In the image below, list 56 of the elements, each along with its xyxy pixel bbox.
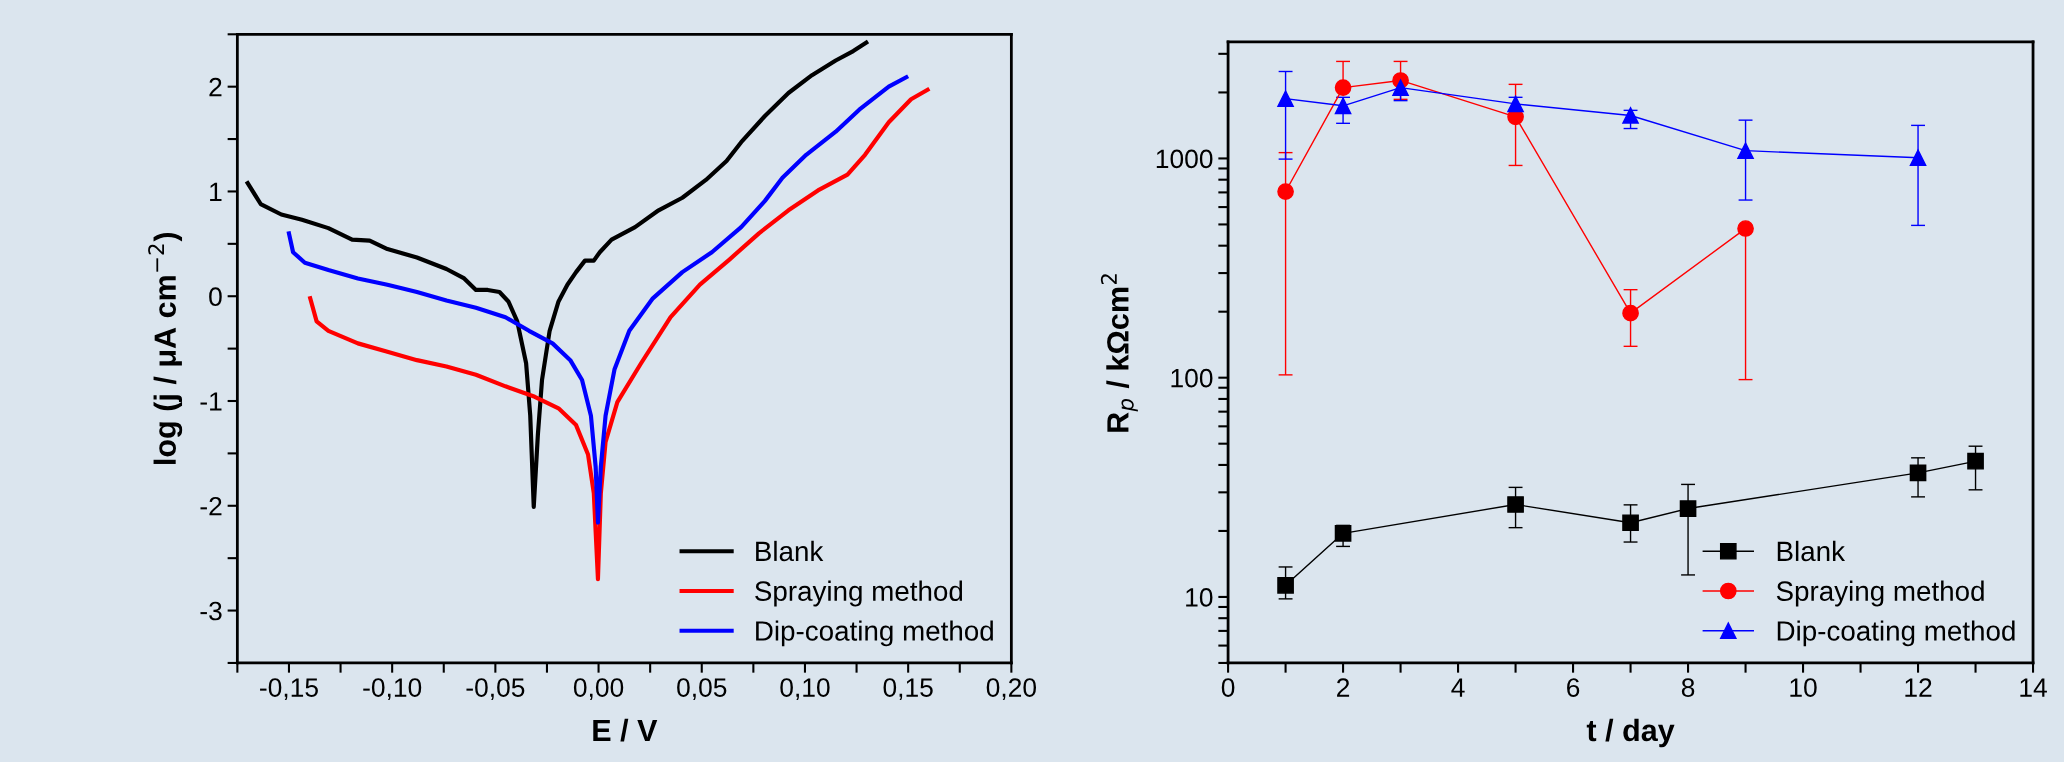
x-tick-label: 8 — [1681, 678, 1695, 697]
line-series — [245, 40, 869, 509]
x-tick-label: -0,15 — [260, 678, 318, 701]
x-tick-label: 12 — [1905, 678, 1932, 697]
y-tick-label: 0 — [209, 287, 222, 307]
x-tick-label: 0,00 — [573, 678, 624, 701]
point — [1277, 183, 1294, 200]
point — [1967, 452, 1984, 470]
line-series — [286, 75, 909, 525]
x-tick-label: 0,05 — [677, 678, 727, 701]
point — [1622, 514, 1639, 532]
point — [1507, 496, 1524, 513]
point — [1622, 304, 1639, 322]
point — [1507, 95, 1524, 113]
legend-label: Spraying method — [1776, 580, 1984, 607]
legend-label: Dip-coating method — [756, 620, 993, 647]
x-tick-label: 0,20 — [986, 678, 1037, 701]
point — [1622, 107, 1639, 124]
point — [1737, 220, 1754, 237]
point — [1679, 500, 1697, 517]
x-axis-title: E / V — [593, 718, 658, 742]
legend-label: Blank — [756, 540, 824, 562]
legend-label: Spraying method — [755, 580, 963, 607]
point — [1277, 90, 1294, 107]
x-tick-label: 6 — [1567, 678, 1580, 697]
point — [1909, 149, 1927, 167]
line-series — [308, 87, 930, 582]
point — [1737, 142, 1754, 160]
y-tick-label: -1 — [200, 392, 222, 411]
point — [1334, 525, 1352, 542]
y-tick-label: -3 — [200, 601, 222, 621]
y-tick-label: 100 — [1171, 368, 1213, 388]
y-tick-label: 1000 — [1156, 149, 1213, 169]
point — [1334, 79, 1352, 96]
x-tick-label: -0,05 — [466, 678, 525, 701]
y-axis-title: log (j / μA cm$^{−2}$) — [148, 232, 183, 464]
y-axis-title: R$_{p}$ / kΩcm$^{2}$ — [1100, 274, 1138, 432]
legend-label: Blank — [1777, 540, 1846, 562]
point — [1909, 464, 1927, 482]
point — [1277, 576, 1294, 594]
y-tick-label: 2 — [209, 77, 222, 97]
legend-label: Dip-coating method — [1777, 620, 2015, 647]
y-tick-label: 10 — [1186, 588, 1213, 607]
x-tick-label: -0,10 — [363, 678, 422, 701]
x-tick-label: 0 — [1221, 678, 1235, 697]
x-tick-label: 2 — [1337, 678, 1350, 697]
x-tick-label: 10 — [1790, 678, 1817, 697]
y-tick-label: 1 — [210, 182, 222, 202]
point — [1334, 97, 1352, 115]
x-tick-label: 0,15 — [883, 678, 933, 701]
x-tick-label: 14 — [2020, 678, 2047, 697]
point — [1392, 79, 1409, 96]
x-axis-title: t / day — [1586, 718, 1675, 748]
x-tick-label: 4 — [1451, 678, 1465, 697]
y-tick-label: -2 — [200, 496, 222, 516]
x-tick-label: 0,10 — [780, 678, 830, 701]
